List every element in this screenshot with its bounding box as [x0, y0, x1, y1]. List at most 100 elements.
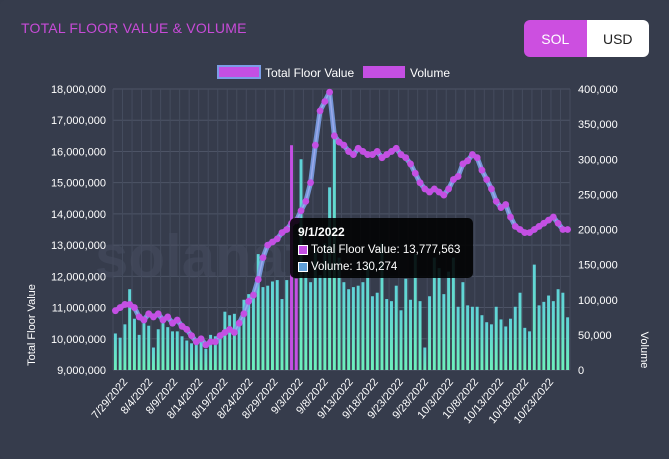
volume-bar[interactable] — [370, 296, 374, 370]
volume-bar[interactable] — [142, 320, 146, 370]
floor-point[interactable] — [407, 160, 414, 168]
volume-bar[interactable] — [385, 299, 389, 370]
floor-point[interactable] — [259, 254, 267, 261]
floor-point[interactable] — [164, 313, 172, 321]
volume-bar[interactable] — [328, 187, 332, 370]
volume-bar[interactable] — [428, 296, 432, 370]
floor-point[interactable] — [478, 166, 486, 174]
floor-point[interactable] — [250, 291, 257, 299]
floor-point[interactable] — [121, 301, 129, 308]
floor-point[interactable] — [564, 226, 572, 233]
floor-point[interactable] — [488, 185, 495, 193]
volume-bar[interactable] — [323, 243, 327, 370]
floor-point[interactable] — [245, 297, 253, 305]
volume-bar[interactable] — [461, 282, 465, 370]
floor-point[interactable] — [483, 176, 491, 183]
floor-point[interactable] — [297, 207, 305, 215]
floor-point[interactable] — [140, 316, 148, 324]
floor-point[interactable] — [554, 219, 562, 227]
volume-bar[interactable] — [118, 337, 122, 370]
volume-bar[interactable] — [156, 329, 160, 370]
volume-bar[interactable] — [394, 285, 398, 370]
volume-bar[interactable] — [480, 315, 484, 370]
volume-bar[interactable] — [285, 280, 289, 370]
floor-point[interactable] — [464, 157, 472, 165]
volume-bar[interactable] — [337, 257, 341, 370]
volume-bar[interactable] — [275, 280, 279, 370]
volume-bar[interactable] — [185, 340, 189, 370]
volume-bar[interactable] — [318, 275, 322, 370]
volume-bar[interactable] — [147, 325, 151, 370]
volume-bar[interactable] — [432, 257, 436, 370]
volume-bar[interactable] — [123, 324, 127, 370]
volume-bar[interactable] — [470, 306, 474, 370]
legend-swatch-volume[interactable] — [363, 66, 405, 78]
volume-bar[interactable] — [513, 306, 517, 370]
volume-bar[interactable] — [437, 268, 441, 370]
volume-bar[interactable] — [190, 343, 194, 370]
volume-bar[interactable] — [204, 348, 208, 370]
floor-point[interactable] — [492, 198, 500, 205]
floor-point[interactable] — [445, 185, 453, 193]
volume-bar[interactable] — [561, 292, 565, 370]
floor-point[interactable] — [235, 319, 243, 327]
volume-bar[interactable] — [456, 306, 460, 370]
volume-bar[interactable] — [199, 341, 203, 370]
legend-label-floor[interactable]: Total Floor Value — [265, 66, 354, 80]
volume-bar[interactable] — [351, 287, 355, 370]
legend-swatch-floor[interactable] — [217, 65, 261, 79]
volume-bar[interactable] — [251, 292, 255, 370]
volume-bar[interactable] — [166, 327, 170, 370]
floor-point[interactable] — [364, 151, 372, 158]
floor-point[interactable] — [154, 310, 162, 318]
floor-point[interactable] — [302, 198, 310, 205]
floor-point[interactable] — [211, 338, 219, 346]
floor-point[interactable] — [307, 179, 314, 187]
floor-point[interactable] — [549, 213, 557, 221]
floor-point[interactable] — [321, 98, 329, 105]
volume-bar[interactable] — [194, 344, 198, 370]
volume-bar[interactable] — [475, 306, 479, 370]
legend-label-volume[interactable]: Volume — [410, 66, 450, 80]
volume-bar[interactable] — [237, 326, 241, 370]
volume-bar[interactable] — [361, 282, 365, 370]
floor-point[interactable] — [240, 310, 248, 318]
volume-bar[interactable] — [390, 301, 393, 370]
usd-button[interactable]: USD — [586, 20, 649, 57]
volume-bar[interactable] — [551, 301, 555, 370]
volume-bar[interactable] — [294, 278, 298, 370]
volume-bar[interactable] — [132, 318, 136, 370]
volume-bar[interactable] — [309, 282, 313, 370]
floor-point[interactable] — [188, 332, 195, 340]
floor-point[interactable] — [230, 329, 238, 336]
floor-point[interactable] — [340, 141, 348, 149]
volume-bar[interactable] — [494, 306, 498, 370]
floor-point[interactable] — [197, 335, 205, 343]
volume-bar[interactable] — [499, 319, 503, 370]
volume-bar[interactable] — [180, 336, 184, 370]
floor-point[interactable] — [283, 226, 291, 233]
floor-point[interactable] — [440, 191, 448, 199]
floor-point[interactable] — [402, 154, 410, 162]
floor-point[interactable] — [502, 201, 510, 208]
floor-point[interactable] — [311, 141, 319, 149]
volume-bar[interactable] — [304, 264, 308, 370]
floor-point[interactable] — [316, 107, 324, 115]
volume-bar[interactable] — [399, 310, 403, 370]
volume-bar[interactable] — [375, 292, 379, 370]
volume-bar[interactable] — [509, 318, 512, 370]
volume-bar[interactable] — [366, 264, 370, 370]
volume-bar[interactable] — [247, 294, 251, 370]
floor-point[interactable] — [173, 316, 181, 324]
volume-bar[interactable] — [418, 301, 422, 370]
floor-point[interactable] — [131, 304, 138, 311]
volume-bar[interactable] — [232, 313, 236, 370]
volume-bar[interactable] — [280, 299, 284, 370]
volume-bar[interactable] — [209, 334, 213, 370]
volume-bar[interactable] — [423, 347, 427, 370]
floor-point[interactable] — [183, 326, 191, 333]
volume-bar[interactable] — [242, 299, 246, 370]
volume-bar[interactable] — [523, 327, 527, 370]
floor-point[interactable] — [326, 88, 333, 96]
volume-bar[interactable] — [313, 250, 317, 370]
